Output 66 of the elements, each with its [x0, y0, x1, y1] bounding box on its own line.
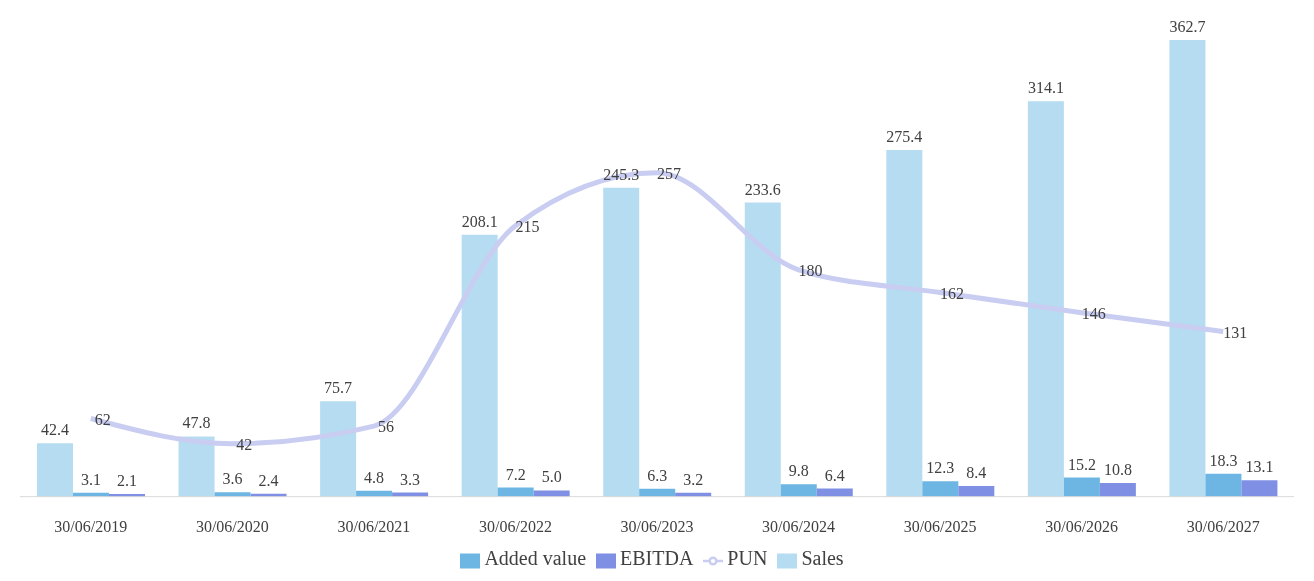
x-tick-label: 30/06/2022 — [479, 518, 552, 536]
bar — [1099, 483, 1136, 497]
data-label: 9.8 — [788, 462, 809, 480]
bar — [922, 481, 959, 497]
legend-label: EBITDA — [620, 546, 694, 569]
legend-label: PUN — [727, 546, 768, 569]
data-label: 7.2 — [505, 465, 526, 483]
data-label: 4.8 — [364, 468, 385, 486]
data-label: 162 — [940, 284, 965, 302]
bar — [1205, 473, 1242, 497]
x-tick-label: 30/06/2025 — [903, 518, 977, 536]
legend-label: Added value — [484, 546, 587, 569]
bar — [1169, 40, 1206, 497]
data-label: 10.8 — [1103, 461, 1132, 479]
data-label: 3.6 — [222, 470, 243, 488]
bar — [780, 484, 817, 497]
data-label: 131 — [1223, 323, 1248, 341]
x-tick-label: 30/06/2021 — [337, 518, 411, 536]
bar — [1063, 477, 1100, 497]
data-label: 13.1 — [1245, 458, 1274, 476]
data-label: 5.0 — [541, 468, 562, 486]
bar — [603, 187, 640, 497]
data-label: 3.1 — [80, 470, 101, 488]
x-tick-label: 30/06/2027 — [1186, 518, 1260, 536]
data-label: 6.4 — [824, 466, 845, 484]
data-label: 275.4 — [886, 127, 923, 145]
data-label: 3.3 — [400, 470, 421, 488]
data-label: 362.7 — [1169, 18, 1206, 35]
data-label: 75.7 — [324, 379, 353, 397]
data-label: 146 — [1081, 304, 1106, 322]
x-tick-label: 30/06/2019 — [54, 518, 128, 536]
x-tick-label: 30/06/2020 — [195, 518, 269, 536]
data-label: 2.4 — [258, 471, 279, 489]
legend-label: Sales — [801, 546, 844, 569]
data-label: 56 — [377, 418, 394, 436]
bar — [36, 443, 73, 497]
data-label: 3.2 — [683, 470, 704, 488]
bar — [178, 436, 215, 497]
bar — [1241, 480, 1278, 497]
x-tick-label: 30/06/2026 — [1045, 518, 1119, 536]
bar — [886, 149, 923, 497]
data-label: 8.4 — [966, 464, 987, 482]
bar — [533, 490, 570, 497]
data-label: 6.3 — [647, 466, 668, 484]
bar — [744, 202, 781, 497]
data-label: 208.1 — [461, 212, 498, 230]
data-label: 314.1 — [1027, 79, 1064, 97]
data-label: 245.3 — [603, 165, 640, 183]
data-label: 233.6 — [744, 180, 781, 198]
data-label: 257 — [657, 164, 681, 182]
bar — [320, 401, 357, 497]
data-label: 180 — [798, 261, 823, 279]
data-label: 2.1 — [116, 472, 137, 490]
data-label: 215 — [515, 217, 540, 235]
data-label: 62 — [94, 410, 111, 428]
bar — [461, 234, 498, 497]
data-label: 15.2 — [1067, 455, 1096, 473]
data-label: 12.3 — [926, 459, 955, 477]
data-label: 47.8 — [182, 414, 211, 432]
data-label: 42 — [236, 435, 253, 453]
x-tick-label: 30/06/2023 — [620, 518, 694, 536]
x-tick-label: 30/06/2024 — [762, 518, 835, 536]
data-label: 18.3 — [1209, 451, 1238, 469]
bar — [958, 486, 995, 497]
bar — [1027, 101, 1064, 497]
data-label: 42.4 — [40, 421, 69, 439]
